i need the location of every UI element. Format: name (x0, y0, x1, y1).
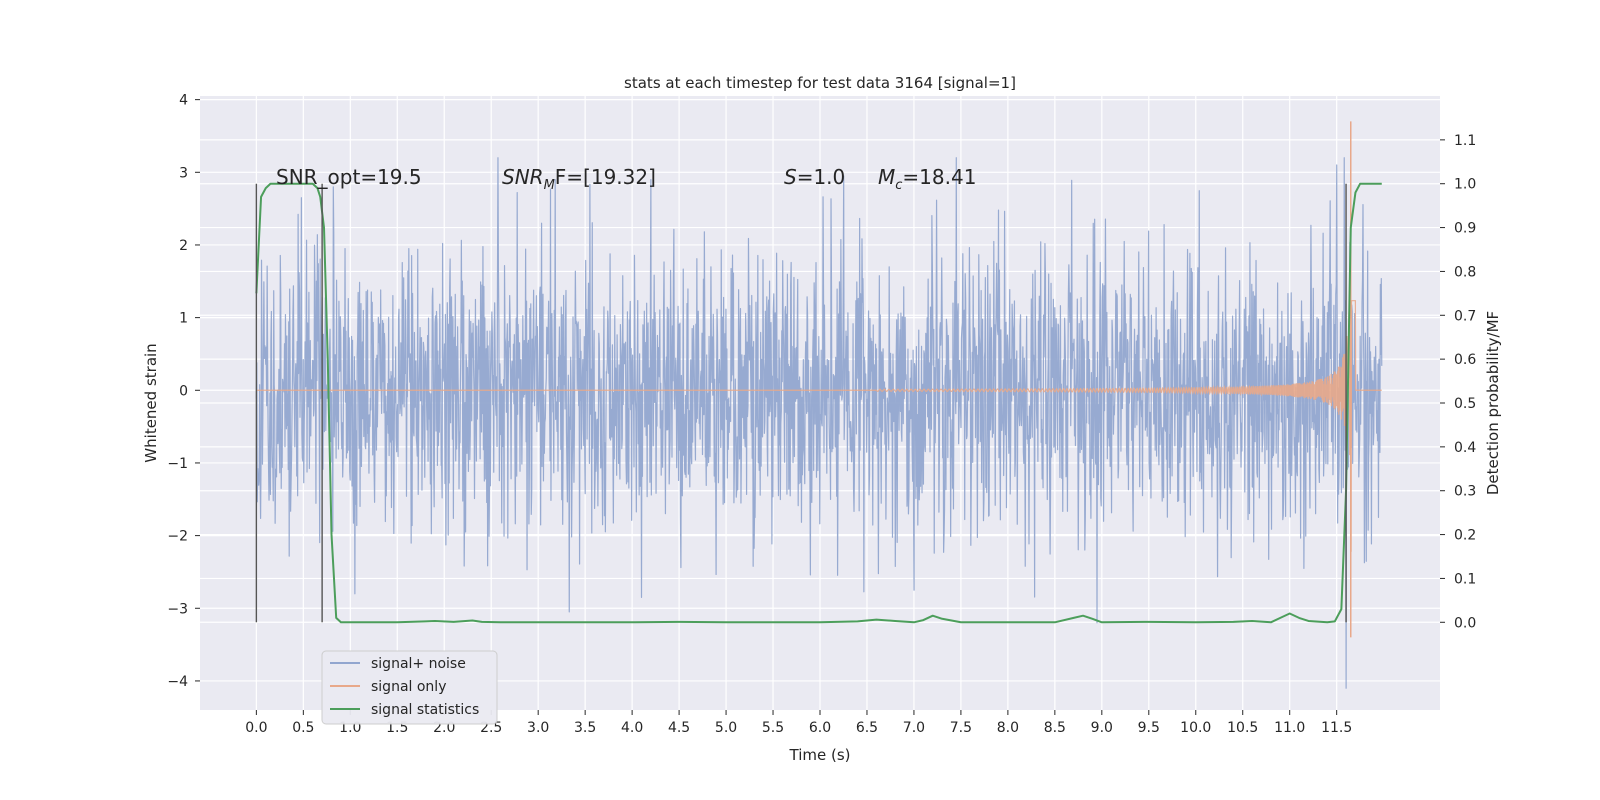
x-tick-label: 3.0 (527, 720, 549, 736)
x-tick-label: 7.0 (903, 720, 925, 736)
series-signal-only (256, 296, 1382, 552)
y-right-tick-label: 1.0 (1454, 177, 1476, 193)
legend-label-signal-noise: signal+ noise (371, 656, 466, 672)
x-tick-label: 7.5 (950, 720, 972, 736)
y-right-tick-label: 0.9 (1454, 221, 1476, 237)
y-tick-label: −2 (167, 529, 188, 545)
y-right-tick-label: 0.8 (1454, 264, 1476, 280)
legend-label-signal-only: signal only (371, 679, 446, 695)
y-right-tick-label: 1.1 (1454, 133, 1476, 149)
y-tick-label: −4 (167, 674, 188, 690)
legend-label-signal-statistics: signal statistics (371, 702, 479, 718)
y-tick-label: −1 (167, 456, 188, 472)
y-right-tick-label: 0.3 (1454, 484, 1476, 500)
x-tick-label: 6.0 (809, 720, 831, 736)
x-tick-label: 4.0 (621, 720, 643, 736)
x-tick-label: 0.0 (245, 720, 267, 736)
y-right-tick-label: 0.5 (1454, 396, 1476, 412)
y-right-tick-label: 0.6 (1454, 352, 1476, 368)
annotations: SNR_opt=19.5 SNRMF=[19.32] S=1.0 Mc=18.4… (276, 165, 976, 193)
annotation-snr-opt: SNR_opt=19.5 (276, 165, 422, 189)
y-tick-labels: 4 3 2 1 0 −1 −2 −3 −4 (167, 93, 200, 690)
x-tick-label: 5.0 (715, 720, 737, 736)
y-tick-label: −3 (167, 601, 188, 617)
y-tick-label: 3 (179, 165, 188, 181)
y-right-tick-label: 0.2 (1454, 528, 1476, 544)
x-tick-label: 6.5 (856, 720, 878, 736)
x-tick-label: 8.0 (997, 720, 1019, 736)
y-tick-label: 4 (179, 93, 188, 109)
annotation-s: S=1.0 (784, 165, 845, 189)
y-tick-label: 0 (179, 383, 188, 399)
x-tick-label: 11.5 (1321, 720, 1352, 736)
y-right-tick-label: 0.4 (1454, 440, 1476, 456)
y-right-axis-label: Detection probability/MF (1484, 311, 1502, 495)
x-tick-label: 9.5 (1138, 720, 1160, 736)
x-tick-label: 8.5 (1044, 720, 1066, 736)
x-tick-label: 10.5 (1227, 720, 1258, 736)
y-tick-label: 1 (179, 311, 188, 327)
y-tick-label: 2 (179, 238, 188, 254)
annotation-mc: Mc=18.41 (878, 165, 976, 193)
x-tick-label: 4.5 (668, 720, 690, 736)
plot-area (200, 96, 1440, 710)
x-tick-labels: 0.0 0.5 1.0 1.5 2.0 2.5 3.0 3.5 4.0 4.5 5.0 5.5 6.0 6… (245, 710, 1352, 736)
x-tick-label: 0.5 (292, 720, 314, 736)
x-tick-label: 5.5 (762, 720, 784, 736)
y-axis-label: Whitened strain (142, 343, 160, 462)
y-right-tick-labels: 1.1 1.0 0.9 0.8 0.7 0.6 0.5 0.4 0.3 0.2 0.1 0.0 (1440, 133, 1476, 631)
legend-box (321, 650, 498, 725)
series-signal-noise (255, 157, 1383, 689)
x-tick-label: 3.5 (574, 720, 596, 736)
legend: signal+ noise signal only signal statist… (321, 650, 498, 725)
vertical-markers (255, 183, 1347, 623)
x-tick-label: 9.0 (1091, 720, 1113, 736)
y-right-tick-label: 0.0 (1454, 615, 1476, 631)
chart-title: stats at each timestep for test data 316… (624, 74, 1016, 92)
x-tick-label: 10.0 (1180, 720, 1211, 736)
x-axis-label: Time (s) (789, 746, 851, 764)
x-tick-label: 11.0 (1274, 720, 1305, 736)
annotation-snr-mf: SNRMF=[19.32] (502, 165, 656, 193)
y-right-tick-label: 0.7 (1454, 308, 1476, 324)
y-right-tick-label: 0.1 (1454, 571, 1476, 587)
